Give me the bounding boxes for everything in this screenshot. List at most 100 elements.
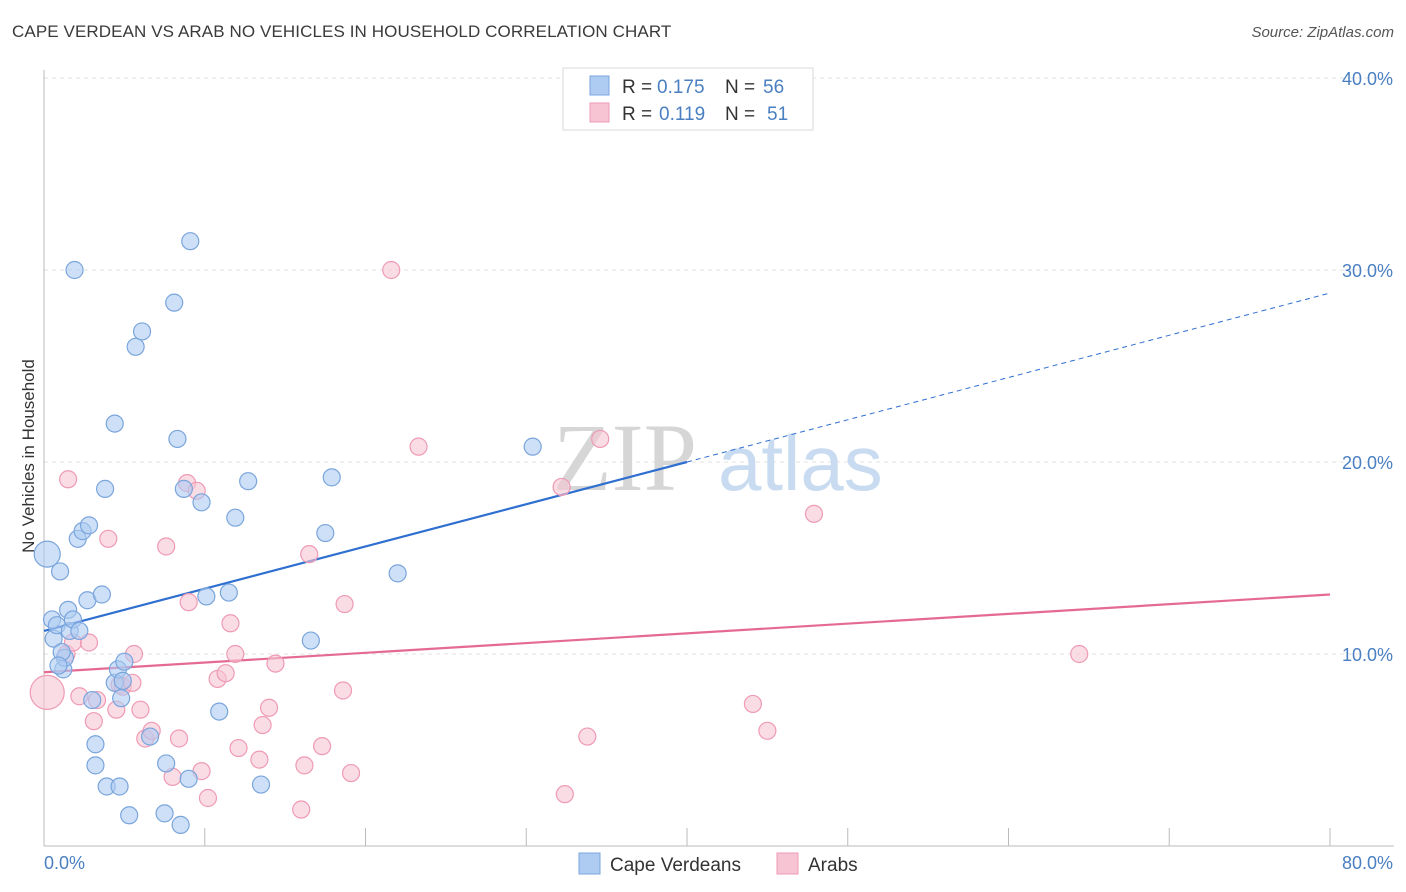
data-point-cape-verdeans (192, 493, 211, 512)
legend-r-label: R = (622, 104, 652, 125)
x-ticks (43, 828, 1331, 846)
data-point-cape-verdeans (65, 260, 84, 280)
y-tick-labels: 10.0% 20.0% 30.0% 40.0% (1342, 69, 1393, 665)
y-tick-label: 40.0% (1342, 69, 1393, 89)
chart-title: CAPE VERDEAN VS ARAB NO VEHICLES IN HOUS… (12, 22, 672, 41)
legend-n-label: N = (725, 77, 755, 98)
data-point-arabs (29, 674, 65, 711)
data-point-arabs (250, 750, 269, 769)
data-point-cape-verdeans (301, 631, 320, 650)
data-point-cape-verdeans (112, 689, 131, 708)
data-point-cape-verdeans (115, 652, 134, 671)
data-point-cape-verdeans (113, 671, 132, 690)
data-point-arabs (99, 529, 118, 548)
data-point-cape-verdeans (523, 437, 542, 456)
data-point-cape-verdeans (86, 735, 105, 754)
trend-line-cape-verdeans (43, 460, 688, 633)
legend-n-value-pink: 51 (767, 104, 788, 125)
data-point-cape-verdeans (83, 690, 102, 710)
data-point-arabs (295, 756, 314, 775)
data-point-arabs (591, 429, 610, 449)
data-point-arabs (409, 437, 428, 456)
data-point-arabs (198, 788, 218, 808)
data-point-cape-verdeans (388, 564, 407, 583)
data-point-arabs (333, 681, 353, 700)
data-point-arabs (226, 644, 245, 664)
series-legend-swatch-arabs (776, 852, 799, 875)
series-legend: Cape Verdeans Arabs (578, 852, 858, 876)
data-point-cape-verdeans (110, 777, 129, 796)
data-point-cape-verdeans (95, 479, 115, 498)
data-point-cape-verdeans (181, 232, 200, 251)
series-arabs-points (29, 260, 1089, 819)
data-point-cape-verdeans (168, 429, 187, 449)
data-point-arabs (1070, 644, 1089, 664)
x-tick-label-min: 0.0% (44, 853, 85, 873)
data-point-arabs (221, 614, 240, 633)
data-point-cape-verdeans (49, 656, 68, 675)
data-point-cape-verdeans (33, 540, 61, 568)
data-point-cape-verdeans (126, 337, 145, 356)
legend-r-label: R = (622, 77, 652, 98)
legend-swatch-pink (589, 102, 610, 123)
series-legend-label-cape-verdeans: Cape Verdeans (610, 855, 741, 876)
data-point-cape-verdeans (219, 583, 238, 602)
data-point-arabs (179, 593, 198, 612)
data-point-cape-verdeans (86, 756, 105, 775)
y-tick-label: 10.0% (1342, 645, 1393, 665)
data-point-cape-verdeans (92, 585, 111, 604)
data-point-arabs (341, 763, 361, 783)
data-point-arabs (300, 545, 319, 564)
data-point-cape-verdeans (165, 293, 184, 312)
data-point-cape-verdeans (226, 508, 245, 527)
data-point-cape-verdeans (179, 769, 198, 788)
x-tick-label-max: 80.0% (1342, 853, 1393, 873)
trend-line-arabs (43, 593, 1331, 674)
legend-n-value-blue: 56 (763, 77, 784, 98)
trend-line-cape-verdeans-extension (686, 292, 1331, 463)
data-point-arabs (84, 712, 103, 731)
source-credit: Source: ZipAtlas.com (1251, 24, 1394, 41)
y-tick-label: 20.0% (1342, 453, 1393, 473)
data-point-arabs (292, 800, 311, 819)
data-point-cape-verdeans (171, 815, 190, 834)
data-point-cape-verdeans (197, 587, 216, 606)
data-point-arabs (382, 260, 401, 280)
data-point-cape-verdeans (210, 702, 229, 721)
data-point-arabs (259, 698, 279, 717)
data-point-arabs (229, 738, 248, 758)
legend-swatch-blue (589, 75, 610, 96)
y-tick-label: 30.0% (1342, 261, 1393, 281)
data-point-cape-verdeans (50, 562, 70, 581)
data-point-cape-verdeans (174, 479, 193, 498)
data-point-cape-verdeans (79, 516, 99, 535)
data-point-cape-verdeans (132, 322, 152, 341)
data-point-cape-verdeans (70, 621, 89, 641)
data-point-cape-verdeans (316, 523, 335, 543)
watermark-zip: ZIP (553, 404, 697, 511)
data-point-cape-verdeans (239, 472, 258, 491)
data-point-cape-verdeans (155, 804, 174, 823)
data-point-arabs (578, 727, 597, 746)
data-point-arabs (157, 537, 176, 556)
correlation-legend: R = 0.175 N = 56 R = 0.119 N = 51 (562, 67, 814, 131)
data-point-arabs (59, 470, 78, 489)
data-point-arabs (169, 729, 189, 748)
watermark: ZIP atlas (553, 404, 883, 511)
data-point-cape-verdeans (322, 468, 341, 487)
data-point-cape-verdeans (140, 727, 160, 746)
data-point-arabs (335, 594, 354, 614)
trend-lines (43, 292, 1331, 674)
data-point-arabs (216, 664, 235, 683)
y-axis-label: No Vehicles in Household (19, 359, 38, 553)
data-point-arabs (758, 721, 777, 740)
data-point-arabs (804, 504, 824, 523)
legend-n-label: N = (725, 104, 755, 125)
data-point-cape-verdeans (120, 806, 139, 825)
data-point-arabs (312, 737, 332, 756)
data-point-arabs (552, 477, 571, 497)
series-legend-label-arabs: Arabs (808, 855, 858, 876)
data-point-cape-verdeans (105, 414, 124, 433)
data-point-arabs (743, 694, 763, 714)
